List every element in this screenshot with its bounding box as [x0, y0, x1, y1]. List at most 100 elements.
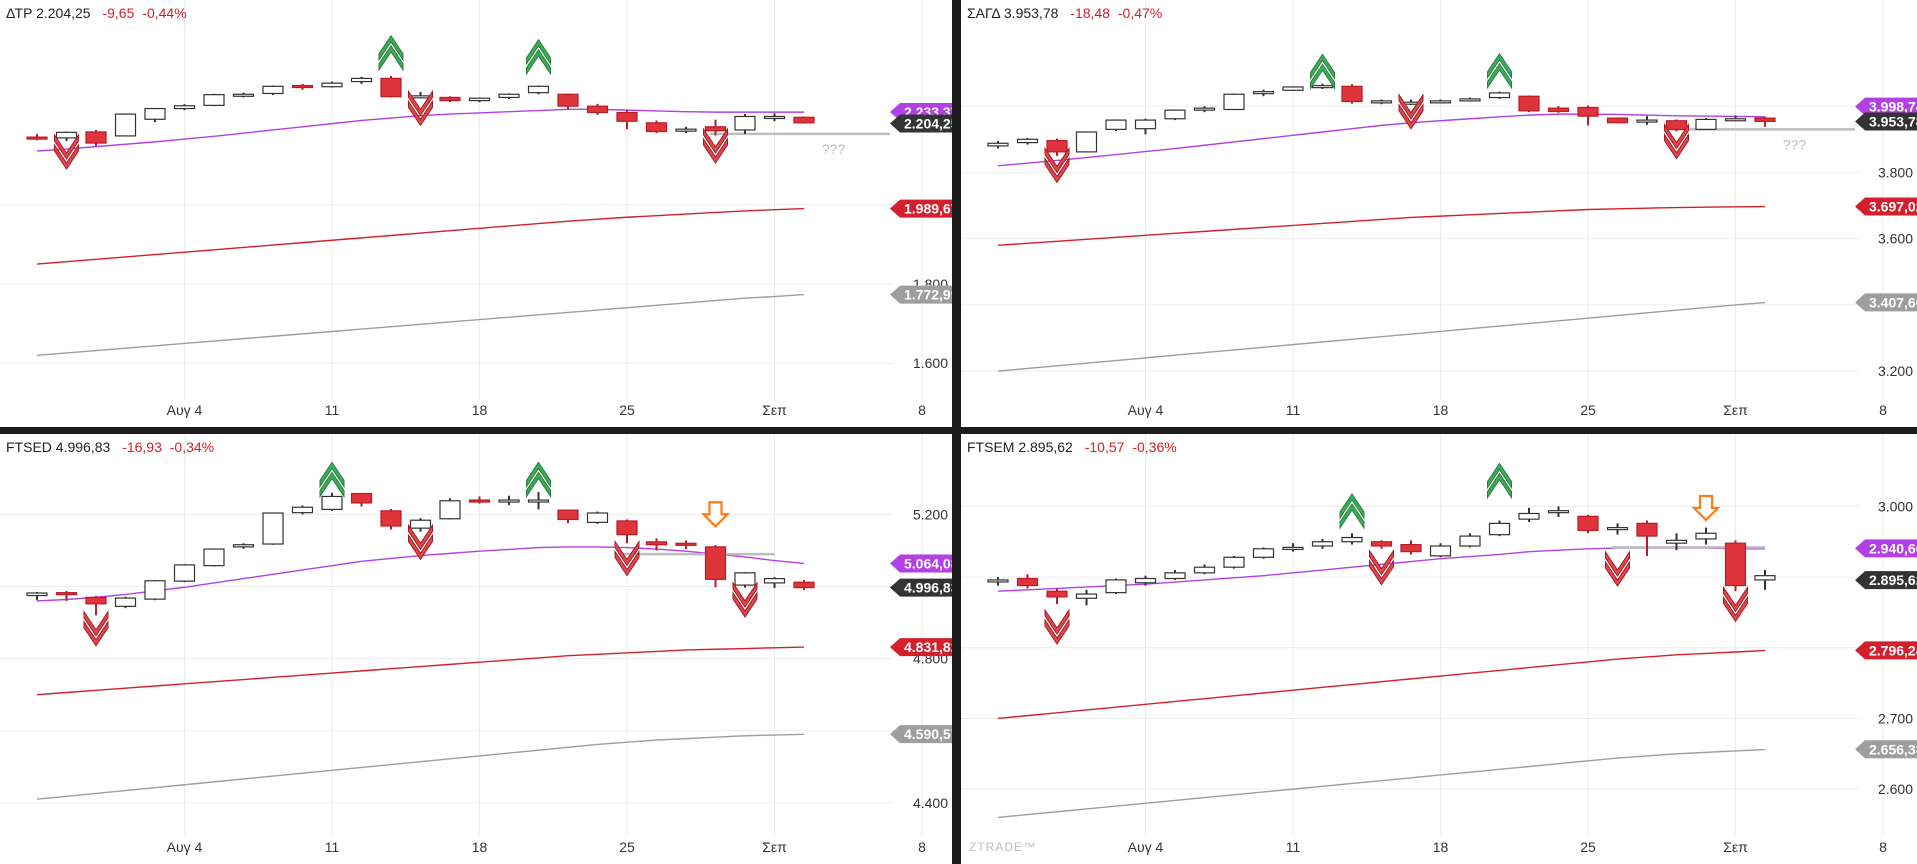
candle-up: [262, 512, 284, 545]
candle-down: [1724, 542, 1747, 587]
x-tick-label: 18: [472, 402, 488, 418]
signal-up-marker: [378, 34, 404, 62]
candle-up: [1606, 527, 1629, 531]
signal-down-marker: [703, 127, 728, 154]
y-tick-label: 1.600: [913, 355, 948, 371]
badge-label: 2.204,25: [904, 116, 952, 132]
x-tick-label: Αυγ 4: [1128, 402, 1164, 418]
candle-down: [1046, 140, 1068, 153]
symbol-title: FTSED: [6, 439, 52, 455]
price-change: -16,93: [122, 439, 162, 455]
signal-up-marker: [319, 471, 345, 499]
signal-up-marker: [526, 48, 551, 76]
candle-up: [1193, 107, 1216, 111]
badge-label: 2.656,38: [1869, 741, 1917, 757]
candle-down: [793, 581, 815, 589]
chart-panel-ftsed[interactable]: FTSED 4.996,83 -16,93 -0,34% 5.2005.0004…: [0, 434, 952, 864]
badge-label: 3.407,66: [1869, 294, 1917, 310]
candle-up: [114, 113, 137, 137]
y-tick-label: 3.000: [1878, 498, 1913, 514]
candle-up: [586, 512, 609, 523]
badge-bg: [890, 199, 952, 218]
ma-short-line: [997, 113, 1766, 167]
signal-down-marker: [1369, 548, 1394, 576]
candle-up: [763, 578, 786, 584]
candle-up: [409, 519, 432, 529]
candle-up: [1223, 556, 1245, 568]
candle-up: [1311, 85, 1334, 89]
candle-down: [675, 542, 697, 546]
badge-bg: [1855, 641, 1917, 660]
candle-up: [262, 85, 284, 95]
candle-up: [321, 495, 343, 511]
candle-up: [1636, 119, 1658, 123]
candle-up: [1134, 577, 1157, 584]
signal-down-marker: [614, 539, 640, 567]
value-badge: 2.204,25: [890, 114, 952, 133]
candle-up: [1016, 138, 1039, 144]
candle-up: [987, 579, 1009, 583]
candle-up: [1665, 539, 1688, 544]
y-tick-label: 4.400: [913, 795, 948, 811]
candle-down: [557, 509, 579, 521]
candle-up: [1459, 535, 1481, 547]
candle-up: [1075, 131, 1098, 153]
x-tick-label: 11: [325, 839, 340, 855]
badge-bg: [1855, 112, 1917, 131]
candle-up: [203, 548, 225, 567]
candle-up: [291, 506, 314, 514]
signal-up-marker: [1310, 53, 1335, 81]
value-badge: 3.998,74: [1855, 97, 1917, 116]
candle-up: [734, 572, 756, 586]
ma-mid-line: [997, 205, 1766, 246]
candle-down: [1400, 543, 1422, 553]
badge-bg: [890, 578, 952, 597]
signal-down-marker: [732, 581, 758, 608]
signal-down-marker: [732, 591, 758, 618]
candle-up: [203, 94, 225, 106]
ma-long-line: [997, 748, 1766, 819]
candle-down: [1016, 577, 1039, 587]
candle-up: [1311, 541, 1334, 547]
value-badge: 1.989,67: [890, 199, 952, 218]
candle-down: [85, 596, 107, 605]
value-badge: 3.407,66: [1855, 293, 1917, 312]
symbol-title: ΣΑΓΔ: [967, 5, 1000, 21]
candle-up: [468, 97, 491, 102]
chart-panel-dtr[interactable]: ΔΤΡ 2.204,25 -9,65 -0,44% 2.0001.8001.60…: [0, 0, 952, 427]
candle-up: [1754, 575, 1776, 581]
candle-down: [616, 520, 638, 536]
candle-up: [1282, 546, 1304, 551]
chart-header: FTSED 4.996,83 -16,93 -0,34%: [6, 439, 214, 455]
x-tick-label: Σεπ: [762, 402, 787, 418]
signal-down-marker: [614, 549, 640, 577]
signal-up-marker: [1487, 462, 1512, 490]
x-tick-label: Σεπ: [1723, 402, 1748, 418]
chart-panel-sagd[interactable]: ΣΑΓΔ 3.953,78 -18,48 -0,47% 4.0003.8003.…: [961, 0, 1917, 427]
x-tick-label: Αυγ 4: [167, 402, 203, 418]
candle-down: [1636, 522, 1658, 537]
candle-down: [1577, 106, 1599, 117]
chart-panel-ftsem[interactable]: FTSEM 2.895,62 -10,57 -0,36% 3.0002.9002…: [961, 434, 1917, 864]
y-tick-label: 5.200: [913, 506, 948, 522]
price-change-pct: -0,44%: [142, 5, 187, 21]
candle-up: [1134, 119, 1157, 130]
candle-down: [85, 131, 107, 144]
candle-up: [498, 499, 520, 503]
chart-header: ΔΤΡ 2.204,25 -9,65 -0,44%: [6, 5, 187, 21]
candle-down: [1606, 117, 1629, 124]
ma-mid-line: [997, 649, 1766, 720]
candle-up: [763, 115, 786, 120]
badge-bg: [1855, 97, 1917, 116]
signal-down-marker: [83, 610, 109, 637]
x-tick-label: Αυγ 4: [167, 839, 203, 855]
badge-label: 2.796,24: [1869, 642, 1917, 658]
last-price: 3.953,78: [1003, 5, 1059, 21]
candle-up: [1429, 545, 1452, 557]
badge-label: 3.953,78: [1869, 113, 1917, 129]
badge-label: 3.697,02: [1869, 199, 1917, 215]
